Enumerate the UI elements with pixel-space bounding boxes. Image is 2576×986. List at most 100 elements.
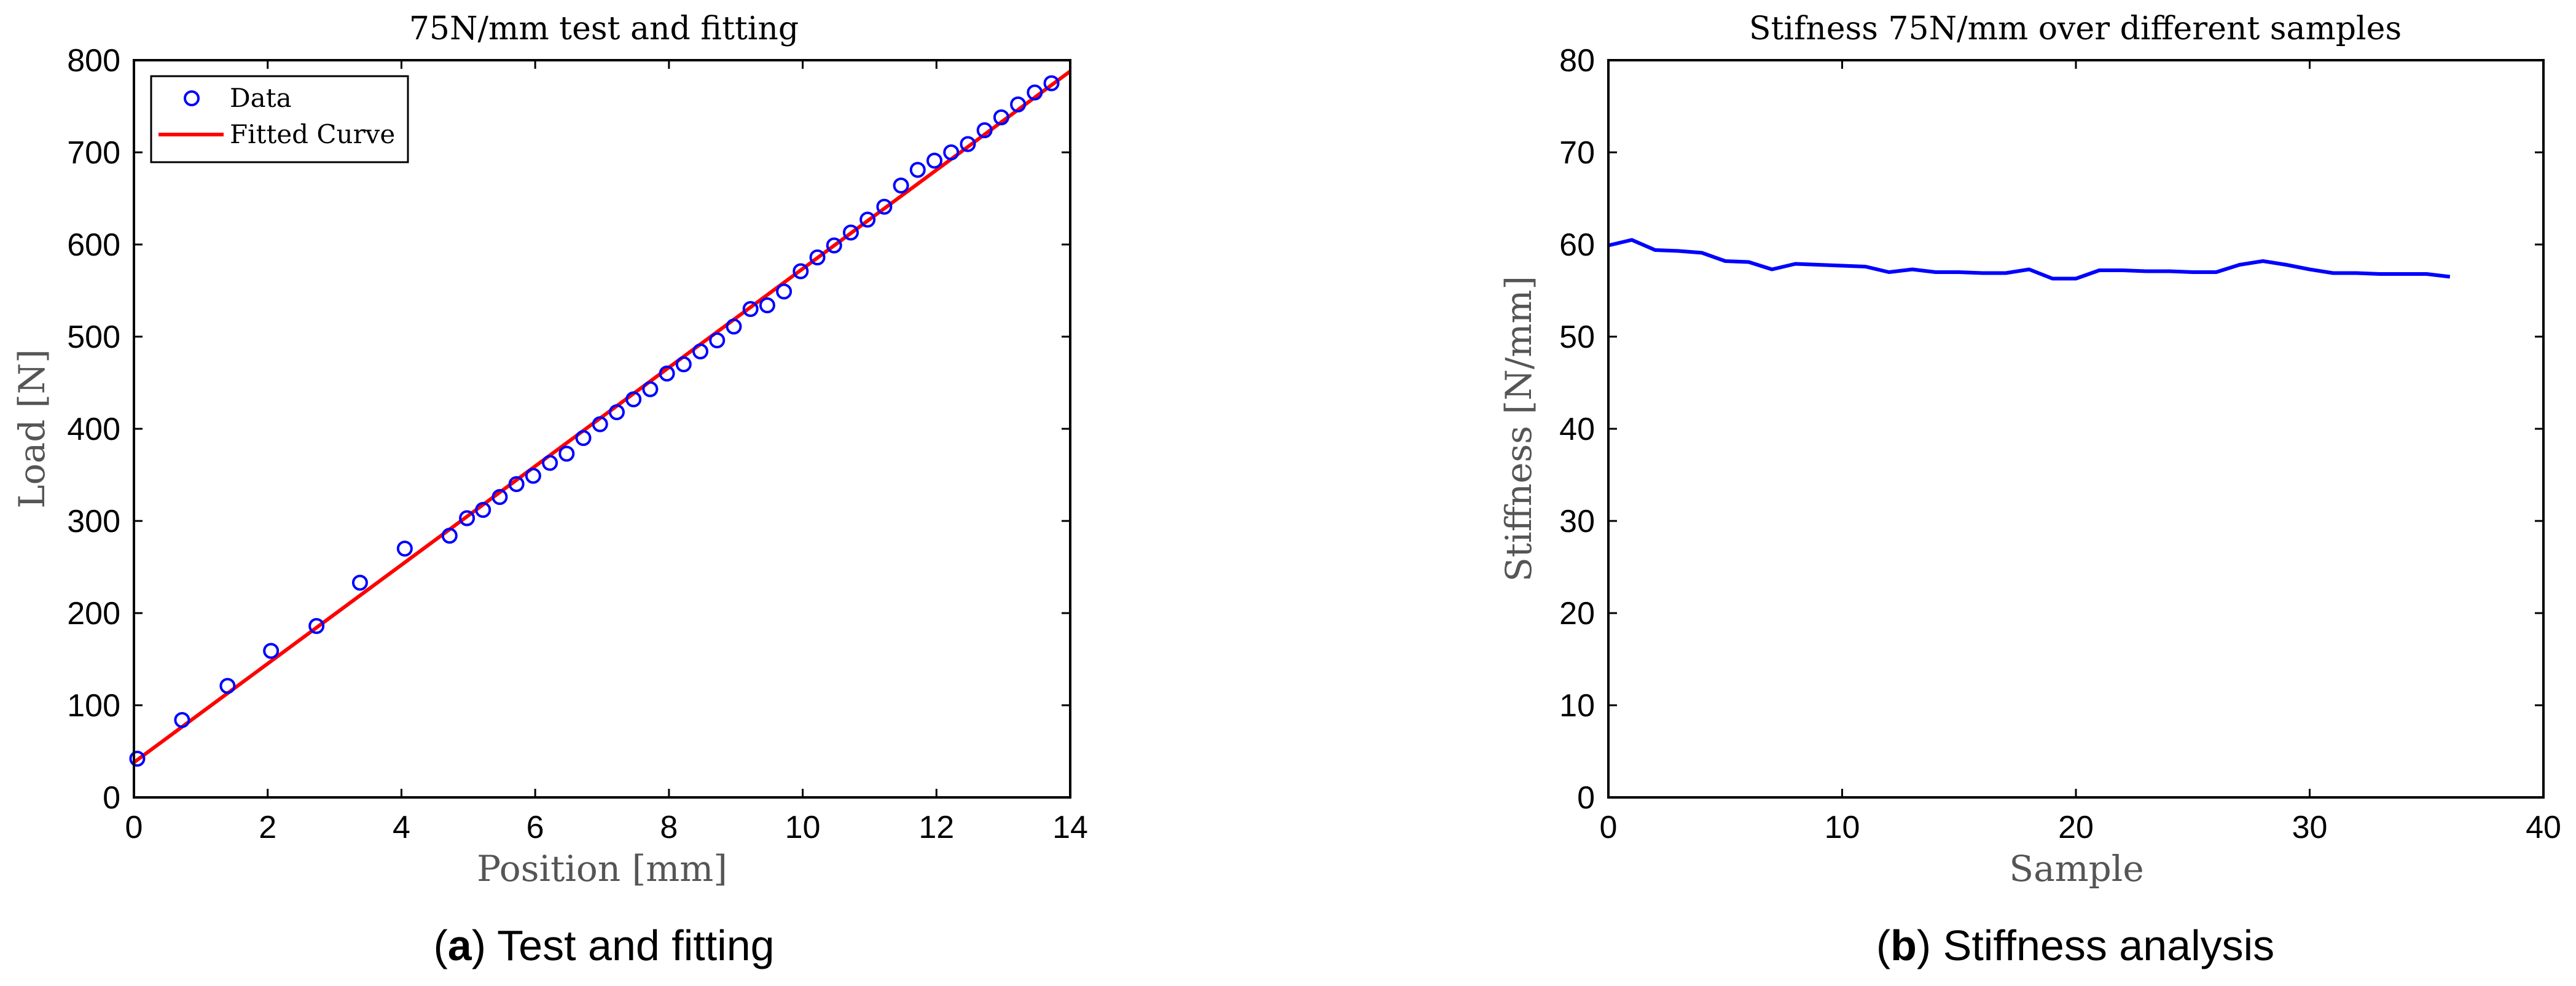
y-tick-label: 50 — [1559, 319, 1595, 355]
data-point — [842, 224, 859, 241]
chart-b-title: Stifness 75N/mm over different samples — [1749, 10, 2402, 47]
data-point — [826, 237, 842, 254]
data-point — [308, 618, 325, 634]
data-point — [558, 445, 575, 462]
x-tick-label: 2 — [259, 810, 276, 845]
chart-b-x-axis-label: Sample — [2009, 848, 2143, 890]
data-point — [893, 178, 909, 194]
legend-label-data: Data — [230, 83, 292, 113]
y-tick-label: 40 — [1559, 412, 1595, 447]
data-point — [1010, 96, 1027, 112]
data-point — [263, 643, 280, 659]
x-tick-label: 14 — [1052, 810, 1088, 845]
legend-marker-data — [184, 90, 200, 106]
data-point — [909, 162, 926, 178]
y-tick-label: 10 — [1559, 688, 1595, 724]
x-tick-label: 0 — [1600, 810, 1618, 845]
chart-b-ticks — [1607, 59, 2545, 799]
y-tick-label: 200 — [67, 596, 120, 632]
stiffness-series-line — [1608, 238, 2451, 281]
data-point — [709, 332, 726, 348]
y-tick-label: 0 — [1577, 780, 1595, 816]
chart-b-series-line — [1608, 238, 2451, 281]
y-tick-label: 80 — [1559, 43, 1595, 79]
y-tick-label: 500 — [67, 319, 120, 355]
data-point — [976, 122, 993, 138]
data-point — [859, 211, 876, 228]
data-point — [759, 297, 775, 313]
data-point — [219, 678, 236, 694]
data-point — [441, 528, 458, 544]
chart-a-legend: Data Fitted Curve — [150, 75, 409, 163]
y-tick-label: 60 — [1559, 227, 1595, 263]
data-point — [475, 502, 491, 518]
data-point — [943, 144, 960, 160]
chart-a-y-axis-label: Load [N] — [11, 349, 53, 509]
data-point — [692, 343, 709, 359]
data-point — [351, 574, 368, 591]
data-point — [508, 476, 525, 492]
x-tick-label: 8 — [660, 810, 678, 845]
data-point — [459, 510, 476, 526]
chart-b-caption: (b) Stiffness analysis — [1876, 921, 2274, 969]
y-tick-label: 800 — [67, 43, 120, 79]
data-point — [525, 468, 541, 484]
data-point — [960, 136, 976, 152]
x-tick-label: 6 — [527, 810, 544, 845]
data-point — [742, 301, 759, 317]
data-point — [129, 751, 146, 767]
chart-a-title: 75N/mm test and fitting — [409, 10, 799, 47]
y-tick-label: 100 — [67, 688, 120, 724]
data-point — [174, 712, 190, 728]
legend-label-fitted: Fitted Curve — [230, 119, 395, 149]
data-point — [776, 283, 793, 300]
legend-box — [150, 75, 409, 163]
data-point — [926, 152, 943, 169]
y-tick-label: 700 — [67, 135, 120, 171]
x-tick-label: 0 — [125, 810, 143, 845]
y-tick-label: 20 — [1559, 596, 1595, 632]
data-point — [625, 391, 642, 407]
data-point — [1043, 75, 1060, 92]
chart-a-ticks — [133, 59, 1071, 799]
data-point — [592, 416, 608, 432]
y-tick-label: 0 — [103, 780, 120, 816]
x-tick-label: 30 — [2292, 810, 2328, 845]
chart-b-axes-box — [1607, 59, 2545, 799]
x-tick-label: 4 — [393, 810, 410, 845]
chart-a-data-points — [129, 75, 1060, 767]
y-tick-label: 600 — [67, 227, 120, 263]
x-tick-label: 20 — [2058, 810, 2094, 845]
data-point — [1027, 84, 1043, 101]
data-point — [876, 198, 893, 215]
chart-stiffness-analysis: Stifness 75N/mm over different samples 0… — [1498, 10, 2561, 969]
data-point — [491, 489, 508, 505]
chart-b-y-tick-labels: 0 10 20 30 40 50 60 70 80 — [1559, 43, 1595, 816]
x-tick-label: 40 — [2526, 810, 2561, 845]
data-point — [396, 541, 413, 557]
y-tick-label: 300 — [67, 504, 120, 539]
data-point — [793, 263, 809, 280]
data-point — [659, 366, 675, 381]
chart-test-and-fitting: 75N/mm test and fitting 0 2 4 6 8 10 12 14 0 100… — [11, 10, 1088, 969]
y-tick-label: 30 — [1559, 504, 1595, 539]
x-tick-label: 12 — [918, 810, 954, 845]
chart-a-x-axis-label: Position [mm] — [477, 848, 727, 890]
chart-a-caption: (a) Test and fitting — [433, 921, 774, 969]
chart-a-y-tick-labels: 0 100 200 300 400 500 600 700 800 — [67, 43, 120, 816]
data-point — [809, 249, 826, 265]
data-point — [575, 430, 592, 446]
chart-b-y-axis-label: Stiffness [N/mm] — [1498, 276, 1540, 582]
x-tick-label: 10 — [1825, 810, 1860, 845]
data-point — [726, 318, 742, 335]
data-point — [542, 455, 558, 471]
x-tick-label: 10 — [785, 810, 821, 845]
data-point — [608, 404, 625, 420]
data-point — [642, 381, 659, 397]
chart-b-x-tick-labels: 0 10 20 30 40 — [1600, 810, 2561, 845]
y-tick-label: 70 — [1559, 135, 1595, 171]
data-point — [993, 109, 1009, 125]
y-tick-label: 400 — [67, 412, 120, 447]
data-point — [675, 356, 692, 372]
